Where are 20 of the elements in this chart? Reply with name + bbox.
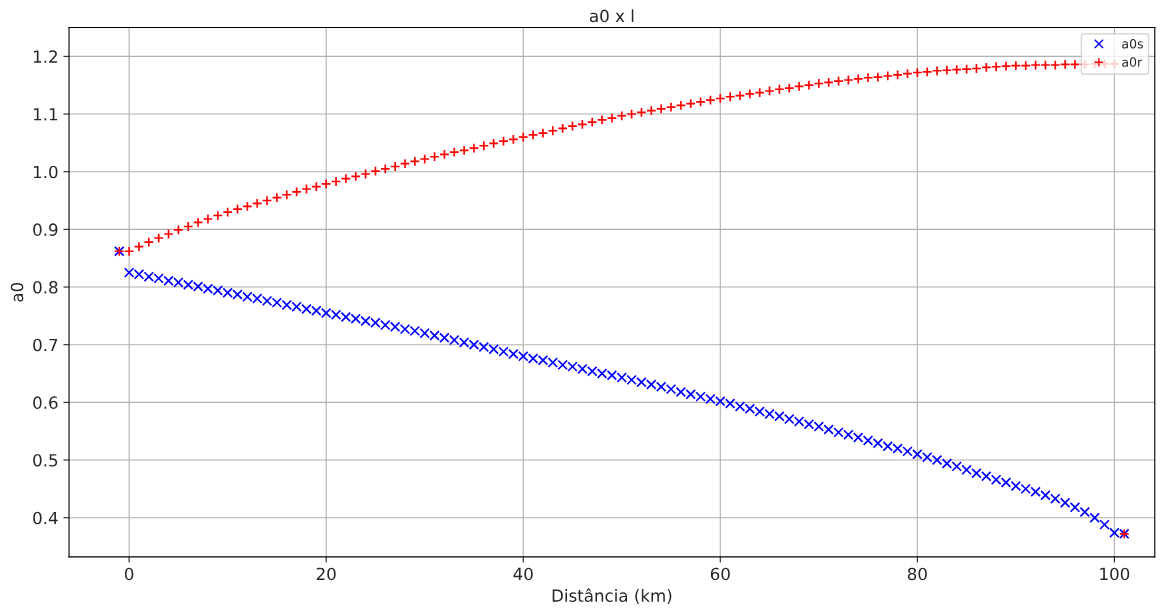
x-tick-label: 40	[513, 567, 533, 581]
x-tick-label: 80	[907, 567, 927, 581]
y-tick-label: 1.0	[33, 165, 58, 179]
y-tick-label: 0.5	[33, 454, 58, 467]
chart-title: a0 x l	[589, 9, 634, 23]
x-tick-label: 60	[710, 567, 730, 581]
y-tick-label: 1.2	[33, 50, 57, 63]
y-tick-label: 0.8	[33, 281, 58, 294]
x-axis-title: Distância (km)	[552, 588, 672, 604]
y-axis-title: a0	[10, 282, 24, 302]
y-tick-label: 0.6	[33, 396, 58, 409]
y-tick-label: 0.9	[33, 223, 58, 236]
x-tick-label: 20	[316, 567, 336, 581]
legend-label: a0r	[1122, 57, 1143, 67]
y-tick-label: 0.7	[33, 338, 58, 352]
y-tick-label: 0.4	[33, 511, 58, 525]
x-tick-label: 100	[1100, 567, 1130, 581]
y-tick-label: 1.1	[33, 108, 58, 121]
x-tick-label: 0	[124, 567, 134, 581]
legend-label: a0s	[1122, 39, 1143, 49]
